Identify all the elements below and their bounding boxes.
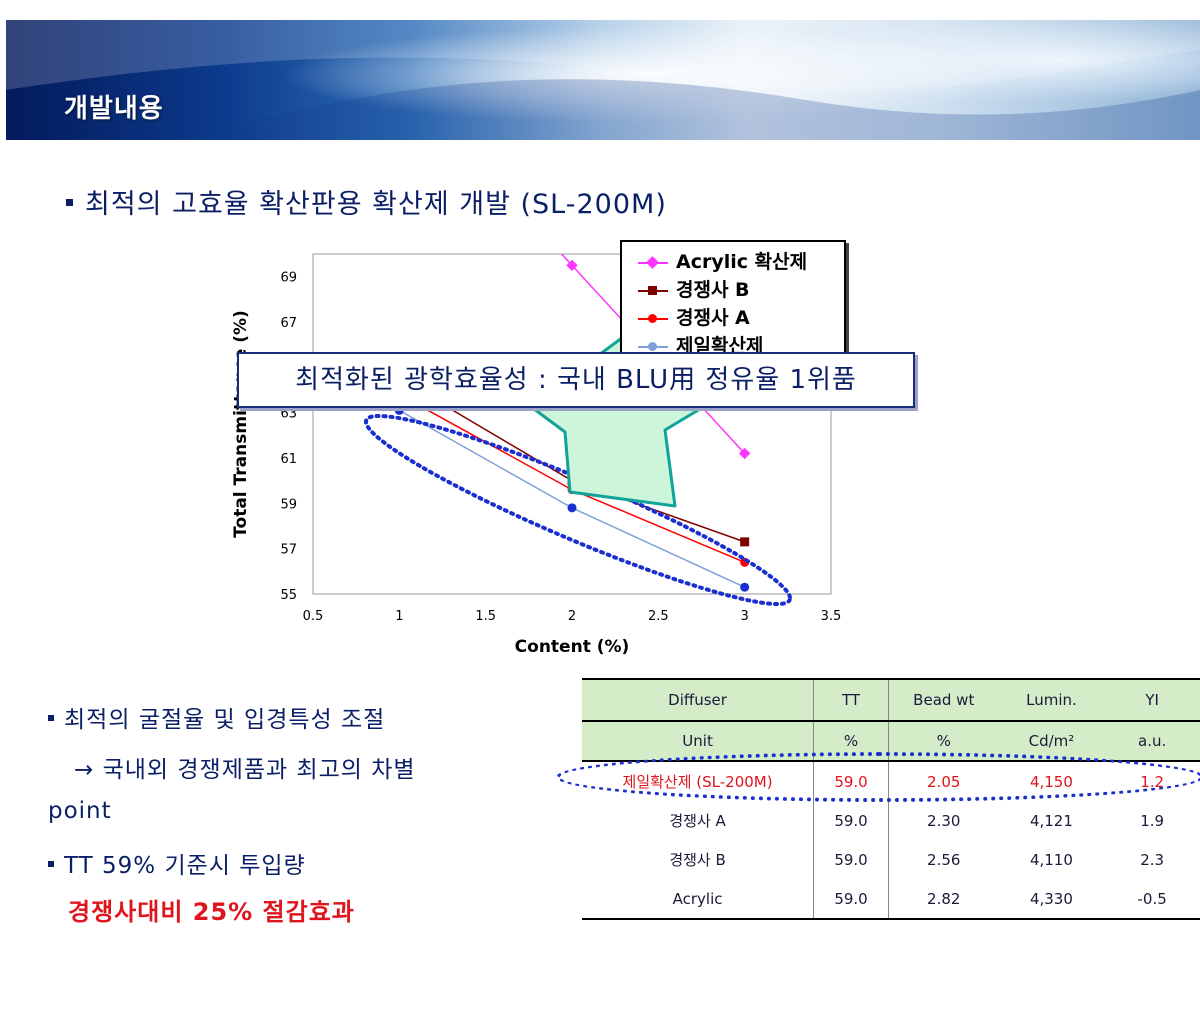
table-unit-row: Unit % % Cd/m² a.u. [582, 721, 1200, 762]
legend-swatch-comp-b [638, 285, 668, 295]
legend-swatch-acrylic [638, 255, 668, 269]
legend-item-jeil: 제일확산제 [638, 332, 763, 360]
note-line-5-highlight: 경쟁사대비 25% 절감효과 [68, 898, 355, 926]
header-lumin: Lumin. [998, 678, 1105, 722]
data-point [394, 405, 404, 415]
unit-diffuser: Unit [582, 721, 815, 762]
y-tick-label: 57 [280, 543, 297, 558]
y-tick-label: 61 [280, 452, 297, 467]
table-row: Acrylic 59.0 2.82 4,330 -0.5 [582, 879, 1200, 920]
y-tick-label: 63 [280, 407, 297, 422]
cell-tt: 59.0 [813, 879, 889, 920]
cell-diffuser: Acrylic [582, 879, 815, 920]
cell-bead-wt: 2.05 [927, 772, 961, 791]
x-tick-label: 1 [395, 609, 403, 624]
cell-bead-wt: 2.30 [927, 811, 961, 830]
cell-lumin: 4,150 [1029, 772, 1073, 791]
x-tick-label: 3.5 [821, 609, 842, 624]
table-row: 경쟁사 A 59.0 2.30 4,121 1.9 [582, 801, 1200, 840]
note-line-1: 최적의 굴절율 및 입경특성 조절 [48, 700, 385, 734]
cell-diffuser: 제일확산제 (SL-200M) [582, 761, 815, 801]
x-tick-labels: 0.5 1 1.5 2 2.5 3 3.5 [303, 609, 842, 624]
data-table: Diffuser TT Bead wt Lumin. YI Unit % % C… [582, 678, 1200, 920]
data-point [567, 503, 577, 513]
cell-yi: 1.2 [1140, 772, 1165, 791]
data-point [739, 447, 751, 460]
x-tick-label: 2.5 [648, 609, 669, 624]
y-tick-label: 69 [280, 271, 297, 286]
unit-tt: % [813, 721, 889, 762]
cell-yi: 2.3 [1140, 850, 1165, 869]
header-tt: TT [813, 678, 889, 722]
headline: 최적의 고효율 확산판용 확산제 개발 (SL-200M) [66, 182, 667, 221]
cell-tt: 59.0 [813, 840, 889, 879]
x-tick-label: 0.5 [303, 609, 324, 624]
callout-box: 최적화된 광학효율성 : 국내 BLU用 정유율 1위품 [237, 352, 915, 408]
x-axis-label: Content (%) [515, 637, 630, 657]
header-yi: YI [1104, 678, 1200, 722]
y-axis-label: Total Transmittance (%) [231, 310, 251, 538]
note-line-2: → 국내외 경쟁제품과 최고의 차별 [74, 757, 416, 783]
legend-label-jeil: 제일확산제 [676, 335, 764, 357]
x-tick-label: 2 [568, 609, 576, 624]
cell-yi: -0.5 [1104, 879, 1200, 920]
cell-yi: 1.9 [1140, 811, 1165, 830]
cell-lumin: 4,330 [998, 879, 1105, 920]
x-tick-label: 1.5 [475, 609, 496, 624]
unit-yi: a.u. [1104, 721, 1200, 762]
legend-item-comp-a: 경쟁사 A [638, 304, 750, 332]
legend-swatch-comp-a [638, 313, 668, 323]
header-diffuser: Diffuser [582, 678, 815, 722]
cell-tt: 59.0 [813, 801, 889, 840]
data-point [740, 582, 750, 592]
x-tick-label: 3 [741, 609, 749, 624]
bullet-icon [48, 860, 54, 867]
comparison-table: Diffuser TT Bead wt Lumin. YI Unit % % C… [582, 678, 1200, 920]
legend-label-comp-a: 경쟁사 A [676, 307, 750, 329]
cell-tt: 59.0 [813, 761, 889, 801]
header-banner [6, 20, 1200, 140]
cell-diffuser: 경쟁사 B [582, 840, 815, 879]
data-point [740, 537, 750, 547]
series-line-extension [561, 253, 573, 266]
cell-bead-wt: 2.56 [927, 850, 961, 869]
table-header-row: Diffuser TT Bead wt Lumin. YI [582, 678, 1200, 722]
cell-lumin: 4,110 [1029, 850, 1073, 869]
bullet-icon [66, 199, 73, 206]
bullet-icon [48, 714, 54, 721]
y-tick-label: 59 [280, 497, 297, 512]
note-line-1-text: 최적의 굴절율 및 입경특성 조절 [64, 707, 386, 733]
cell-lumin: 4,121 [1029, 811, 1073, 830]
banner-swoosh-graphic [6, 20, 1200, 140]
header-bead-wt: Bead wt [888, 678, 999, 722]
y-tick-label: 67 [280, 316, 297, 331]
note-line-4: TT 59% 기준시 투입량 [48, 846, 306, 880]
y-tick-labels: 5557596163656769 [280, 271, 297, 603]
legend-item-comp-b: 경쟁사 B [638, 276, 750, 304]
cell-diffuser: 경쟁사 A [582, 801, 815, 840]
cell-bead-wt: 2.82 [888, 879, 999, 920]
table-row: 제일확산제 (SL-200M) 59.0 2.05 4,150 1.2 [582, 761, 1200, 801]
y-tick-label: 55 [280, 588, 297, 603]
page-title: 개발내용 [64, 94, 164, 124]
unit-lumin: Cd/m² [998, 721, 1105, 762]
chart-legend: Acrylic 확산제 경쟁사 B 경쟁사 A 제일확산제 [620, 240, 846, 362]
headline-text: 최적의 고효율 확산판용 확산제 개발 (SL-200M) [85, 189, 667, 220]
unit-bead-wt: % [888, 721, 999, 762]
legend-label-acrylic: Acrylic 확산제 [676, 251, 808, 273]
legend-label-comp-b: 경쟁사 B [676, 279, 750, 301]
table-row: 경쟁사 B 59.0 2.56 4,110 2.3 [582, 840, 1200, 879]
legend-swatch-jeil [638, 341, 668, 351]
note-line-3: point [48, 798, 112, 824]
legend-item-acrylic: Acrylic 확산제 [638, 248, 807, 276]
note-line-4-text: TT 59% 기준시 투입량 [64, 853, 306, 879]
